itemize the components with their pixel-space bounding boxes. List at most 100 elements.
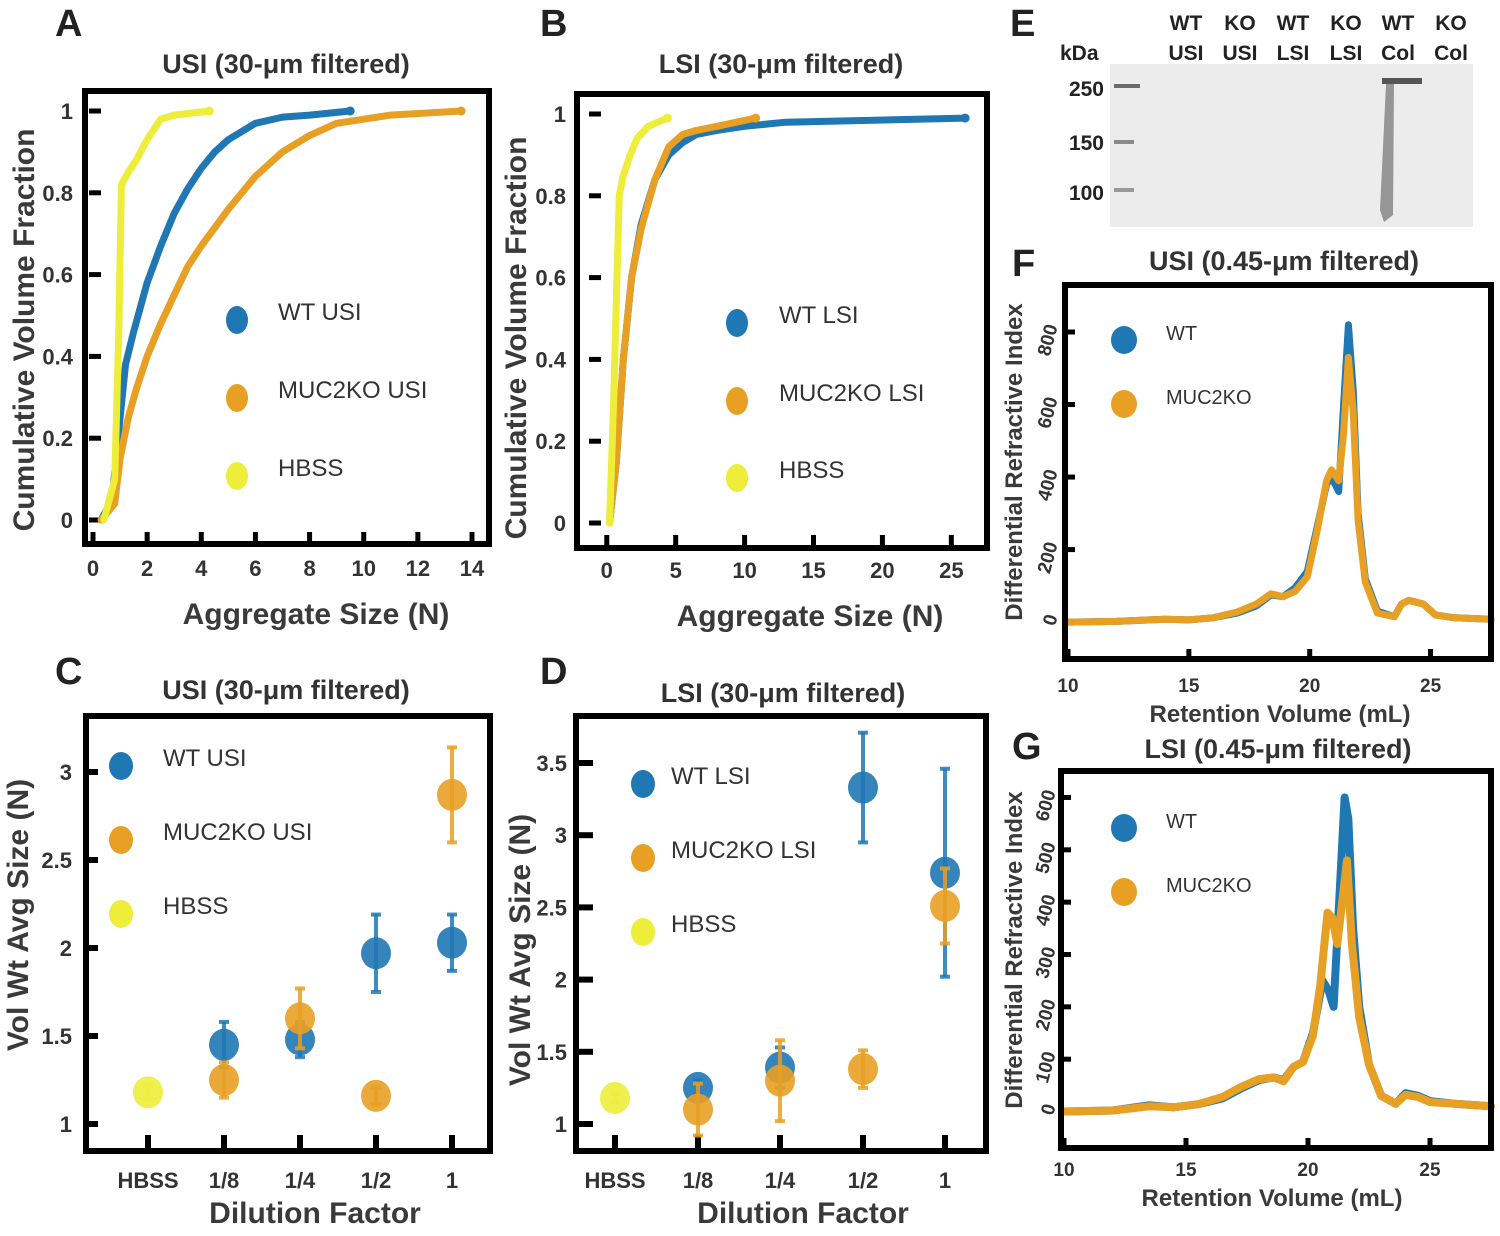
series-line-hbss (606, 114, 671, 527)
legend-marker-hbss-c (109, 900, 133, 928)
legend-label-wt-f: WT (1166, 323, 1197, 345)
y-tick-label: 1 (60, 1112, 72, 1137)
y-tick-label: 0 (1040, 612, 1063, 628)
gel-image (1110, 64, 1473, 227)
panel-a-frame (82, 88, 492, 547)
panel-d-frame (573, 713, 989, 1154)
legend-marker-muc2ko-f (1111, 390, 1137, 418)
data-point-wt-lsi (848, 771, 878, 804)
x-tick-label: HBSS (584, 1168, 645, 1193)
y-tick-label: 1.5 (41, 1024, 72, 1049)
legend-marker-wt-lsi (726, 309, 748, 337)
y-tick-label: 3 (60, 760, 72, 785)
data-point-muc2ko-usi (209, 1064, 239, 1096)
x-tick-label: 1/8 (209, 1168, 240, 1193)
panel-b-title: LSI (30-μm filtered) (659, 49, 904, 79)
y-tick-label: 2 (60, 936, 72, 961)
legend-label-wt-g: WT (1166, 811, 1197, 833)
y-tick-label: 1.5 (536, 1040, 567, 1065)
panel-c-title: USI (30-μm filtered) (162, 675, 410, 705)
legend-label-wt-lsi-d: WT LSI (671, 763, 751, 790)
x-tick-label: 1/4 (285, 1168, 316, 1193)
y-tick-label: 0 (1038, 1102, 1061, 1118)
panel-a-ylabel: Cumulative Volume Fraction (8, 129, 41, 532)
series-line-wt-usi (97, 107, 354, 524)
y-tick-label: 2.5 (536, 895, 567, 920)
lane-1-top: WT (1170, 12, 1203, 35)
y-tick-label: 400 (1032, 892, 1060, 928)
panel-f-ylabel: Differential Refractive Index (1001, 303, 1028, 621)
x-tick-label: 20 (1299, 676, 1320, 697)
panel-label-d: D (540, 651, 567, 693)
panel-c-xlabel: Dilution Factor (209, 1197, 421, 1230)
y-tick-label: 200 (1034, 540, 1062, 576)
panel-g-frame (1058, 768, 1494, 1151)
legend-marker-muc2ko-lsi (726, 387, 748, 415)
x-tick-label: 25 (1420, 676, 1442, 697)
series-line-wt (1060, 793, 1495, 1116)
data-point-muc2ko-lsi (930, 889, 960, 922)
data-point-muc2ko-lsi (765, 1064, 795, 1097)
series-end-point-hbss (204, 106, 214, 116)
x-tick-label: 10 (1057, 676, 1078, 697)
series-end-point-hbss (662, 113, 672, 123)
ladder-band-150 (1114, 140, 1134, 144)
x-tick-label: 25 (939, 558, 963, 583)
y-tick-label: 3 (555, 823, 567, 848)
panel-b-ylabel: Cumulative Volume Fraction (500, 137, 533, 540)
panel-d-legend: WT LSI MUC2KO LSI HBSS (631, 763, 816, 946)
panel-b-xlabel: Aggregate Size (N) (677, 600, 944, 633)
panel-f-plot-area: 10 15 20 25 0 200 400 600 800 (1034, 321, 1495, 697)
lane-6-top: KO (1435, 12, 1467, 35)
data-point-muc2ko-usi (361, 1079, 391, 1112)
x-tick-label: 20 (1297, 1160, 1318, 1181)
x-tick-label: 5 (670, 558, 682, 583)
y-tick-label: 600 (1034, 395, 1062, 431)
y-tick-label: 2.5 (41, 848, 72, 873)
panel-f-xlabel: Retention Volume (mL) (1150, 701, 1411, 728)
y-tick-label: 600 (1032, 788, 1060, 824)
panel-f-frame (1062, 282, 1494, 662)
legend-label-muc2ko-lsi-d: MUC2KO LSI (671, 837, 816, 864)
y-tick-label: 800 (1034, 322, 1062, 358)
lane-2-top: KO (1224, 12, 1256, 35)
x-tick-label: HBSS (117, 1168, 178, 1193)
x-tick-label: 14 (460, 556, 485, 581)
data-point-muc2ko-usi (437, 778, 467, 811)
x-tick-label: 1 (446, 1168, 458, 1193)
x-tick-label: 10 (351, 556, 375, 581)
gel-marker-100: 100 (1069, 182, 1104, 205)
x-tick-label: 1/2 (848, 1168, 879, 1193)
legend-label-hbss-b: HBSS (779, 457, 844, 484)
y-tick-label: 3.5 (536, 751, 567, 776)
panel-d: D LSI (30-μm filtered) Dilution Factor V… (504, 651, 989, 1230)
panel-b-frame (574, 91, 990, 551)
panel-label-f: F (1012, 243, 1035, 285)
gel-marker-250: 250 (1069, 78, 1104, 101)
x-tick-label: 15 (801, 558, 825, 583)
legend-marker-muc2ko-usi (226, 384, 248, 412)
legend-marker-muc2ko-lsi-d (631, 844, 655, 872)
series-end-point-wt-lsi (960, 113, 970, 123)
panel-g: G LSI (0.45-μm filtered) Retention Volum… (1001, 726, 1495, 1212)
lane-4-top: KO (1330, 12, 1362, 35)
x-tick-label: 15 (1178, 676, 1200, 697)
panel-g-legend: WT MUC2KO (1111, 811, 1252, 906)
lane-3-bottom: LSI (1277, 42, 1310, 65)
y-tick-label: 0.4 (42, 344, 73, 369)
legend-marker-wt-g (1111, 814, 1137, 842)
panel-d-plot-area: HBSS 1/8 1/4 1/2 1 1 1.5 2 2.5 3 3.5 (536, 730, 960, 1193)
x-tick-label: 0 (87, 556, 99, 581)
panel-c-ylabel: Vol Wt Avg Size (N) (2, 779, 35, 1051)
legend-marker-hbss-b (726, 464, 748, 492)
y-tick-label: 500 (1032, 840, 1060, 876)
y-tick-label: 0.6 (535, 266, 566, 291)
panel-label-a: A (55, 3, 82, 45)
wt-col-band (1382, 78, 1422, 84)
y-tick-label: 400 (1034, 467, 1062, 503)
legend-label-wt-usi-c: WT USI (163, 745, 247, 772)
gel-marker-150: 150 (1069, 132, 1104, 155)
y-tick-label: 300 (1032, 945, 1060, 981)
x-tick-label: 15 (1175, 1160, 1197, 1181)
